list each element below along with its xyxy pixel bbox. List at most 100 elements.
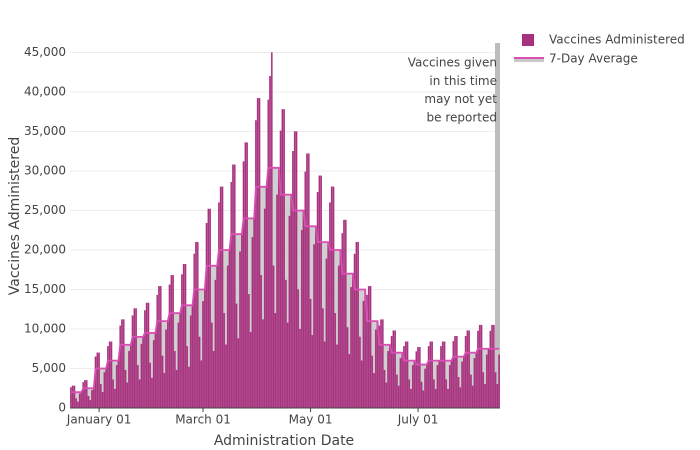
bar — [159, 286, 162, 409]
y-tick-label: 30,000 — [24, 163, 66, 177]
bar — [385, 382, 388, 409]
bar — [239, 251, 241, 409]
bar — [371, 355, 374, 409]
bar — [381, 319, 384, 409]
bar — [337, 265, 340, 409]
bar — [138, 379, 141, 409]
bar — [279, 130, 282, 409]
bar — [278, 170, 280, 409]
bar — [251, 237, 254, 409]
bar — [357, 241, 359, 409]
bar — [137, 365, 139, 409]
bar — [82, 382, 85, 409]
bar — [369, 286, 372, 409]
bar — [406, 341, 409, 409]
annotation: Vaccines given — [408, 56, 497, 70]
bar — [133, 308, 136, 409]
bar — [470, 374, 472, 409]
bar — [126, 382, 129, 409]
bar — [77, 401, 79, 409]
bar — [330, 186, 333, 409]
bar — [286, 322, 289, 409]
bar — [332, 186, 335, 409]
bar — [73, 385, 76, 409]
y-tick-label: 35,000 — [24, 124, 66, 138]
bar — [452, 341, 455, 409]
bar — [431, 341, 433, 409]
bar — [249, 332, 252, 409]
bar — [119, 325, 122, 409]
bar — [293, 131, 296, 409]
bar — [447, 388, 449, 409]
bar — [473, 358, 476, 409]
annotation: be reported — [427, 110, 497, 124]
y-axis-title: Vaccines Administered — [7, 137, 23, 295]
bar — [253, 218, 255, 409]
bar — [392, 330, 395, 409]
x-tick-label: July 01 — [397, 413, 439, 427]
bar — [408, 379, 411, 409]
legend-swatch — [522, 34, 534, 46]
bar — [434, 388, 437, 409]
y-tick-label: 40,000 — [24, 84, 66, 98]
bar — [237, 338, 240, 409]
bar — [292, 151, 294, 409]
bar — [241, 234, 243, 409]
bar — [91, 390, 93, 409]
bar — [307, 153, 310, 409]
bar — [147, 302, 150, 409]
bar — [454, 335, 456, 409]
bar — [195, 241, 197, 409]
bar — [475, 352, 478, 409]
bar — [411, 365, 414, 409]
bar — [101, 392, 104, 409]
bar — [288, 215, 291, 409]
bar — [344, 219, 347, 409]
bar — [418, 347, 421, 409]
bar — [426, 364, 428, 409]
bar — [491, 324, 493, 409]
bar — [427, 346, 430, 409]
bar — [248, 294, 250, 409]
bar — [450, 360, 453, 409]
bar — [87, 395, 90, 409]
bar — [221, 186, 224, 409]
bar — [318, 175, 321, 409]
x-axis-title: Administration Date — [214, 433, 354, 449]
bar — [225, 344, 227, 409]
bar — [75, 398, 77, 409]
bar — [401, 352, 404, 409]
bar — [226, 265, 229, 409]
bar — [417, 347, 419, 409]
bar — [107, 346, 109, 409]
bar — [436, 365, 439, 409]
y-tick-label: 25,000 — [24, 203, 66, 217]
bar — [212, 350, 215, 409]
bar — [112, 379, 114, 409]
bar — [300, 230, 303, 409]
bar — [334, 313, 337, 409]
bar — [304, 171, 307, 409]
bar — [70, 387, 72, 409]
bar — [242, 161, 245, 409]
bar — [441, 341, 444, 409]
bar — [440, 346, 442, 409]
bar — [122, 319, 125, 409]
bar — [339, 249, 342, 409]
bar — [477, 330, 479, 409]
bar — [202, 301, 204, 409]
bar — [299, 328, 301, 409]
bar — [343, 219, 345, 409]
bar — [110, 341, 113, 409]
bar — [410, 388, 412, 409]
bar — [484, 384, 486, 409]
bar — [456, 335, 458, 409]
bar — [359, 336, 361, 409]
bar — [420, 381, 423, 409]
bar — [478, 324, 481, 409]
bar — [457, 377, 460, 409]
bar — [96, 352, 99, 409]
bar — [172, 275, 174, 409]
bar — [306, 153, 308, 409]
